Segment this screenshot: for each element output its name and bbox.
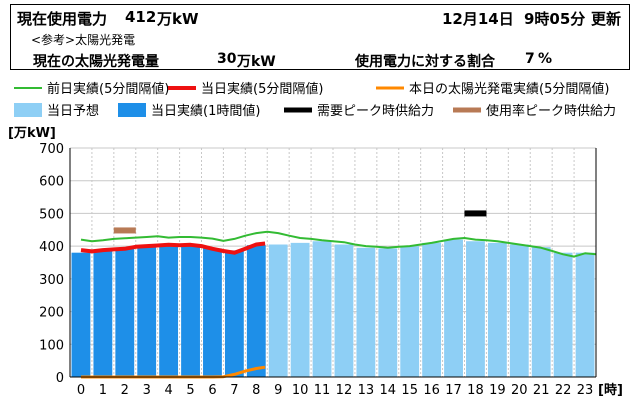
bar	[422, 242, 442, 377]
bar	[246, 245, 266, 377]
x-tick-label: 18	[467, 383, 484, 398]
legend-label: 本日の太陽光発電実績(5分間隔値)	[409, 81, 609, 97]
legend-label: 前日実績(5分間隔値)	[47, 81, 169, 97]
bar	[334, 244, 354, 377]
header-row-solar: 現在の太陽光発電量 30 万kW 使用電力に対する割合 7 %	[10, 48, 630, 70]
current-usage-label: 現在使用電力	[17, 10, 108, 28]
x-tick-label: 22	[555, 383, 572, 398]
y-tick-label: 700	[39, 142, 64, 157]
solar-unit: 万kW	[237, 54, 276, 70]
y-tick-label: 300	[39, 273, 64, 288]
bar	[203, 248, 222, 377]
header-row-reference: <参考>太陽光発電	[10, 28, 630, 48]
bar	[312, 241, 332, 377]
y-tick-label: 500	[39, 207, 64, 222]
x-tick-label: 21	[533, 383, 550, 398]
peak-marker	[464, 210, 487, 217]
bar	[290, 242, 310, 377]
x-tick-label: 23	[577, 383, 594, 398]
plot-area	[70, 148, 596, 377]
y-tick-label: 0	[56, 371, 64, 386]
legend-label: 当日予想	[47, 103, 99, 119]
x-tick-label: 16	[423, 383, 440, 398]
x-tick-label: 10	[292, 383, 309, 398]
x-tick-label: 3	[143, 383, 151, 398]
x-axis-label: [時]	[598, 382, 623, 398]
legend-label: 当日実績(5分間隔値)	[201, 81, 323, 97]
x-tick-label: 19	[489, 383, 506, 398]
x-tick-label: 7	[230, 383, 238, 398]
x-tick-label: 12	[336, 383, 353, 398]
y-tick-label: 600	[39, 175, 64, 190]
legend-label: 需要ピーク時供給力	[317, 104, 434, 119]
bar	[159, 245, 179, 377]
bar	[356, 247, 376, 377]
x-tick-label: 8	[252, 383, 260, 398]
x-tick-label: 9	[274, 383, 282, 398]
bar	[115, 247, 135, 377]
legend-swatch	[118, 103, 146, 117]
header-row-current: 現在使用電力 412 万kW 12月14日 9時05分 更新	[10, 4, 630, 28]
x-tick-label: 2	[121, 383, 129, 398]
ratio-value: 7	[525, 51, 535, 67]
current-usage-unit: 万kW	[157, 10, 199, 28]
bar	[378, 248, 398, 377]
peak-marker	[113, 227, 136, 234]
x-tick-label: 17	[445, 383, 462, 398]
ratio-label: 使用電力に対する割合	[355, 54, 495, 70]
bar	[268, 244, 288, 377]
bar	[487, 242, 507, 377]
y-tick-label: 400	[39, 240, 64, 255]
x-tick-label: 5	[186, 383, 194, 398]
bar	[509, 244, 529, 377]
bar	[466, 241, 485, 377]
current-usage-value: 412	[125, 8, 157, 26]
bar	[444, 239, 463, 377]
bar	[531, 247, 551, 377]
x-tick-label: 1	[99, 383, 107, 398]
y-axis-label: [万kW]	[8, 126, 56, 141]
bar	[575, 252, 595, 377]
bar	[181, 246, 200, 377]
y-tick-label: 200	[39, 306, 64, 321]
update-label: 更新	[591, 10, 622, 28]
x-tick-label: 14	[380, 383, 397, 398]
bar	[71, 252, 91, 377]
x-tick-label: 20	[511, 383, 528, 398]
bar	[553, 252, 573, 377]
reference-label: <参考>太陽光発電	[31, 33, 136, 47]
x-tick-label: 4	[164, 383, 172, 398]
solar-value: 30	[217, 51, 237, 67]
legend-label: 使用率ピーク時供給力	[486, 103, 616, 119]
solar-label: 現在の太陽光発電量	[33, 54, 159, 70]
x-tick-label: 13	[358, 383, 375, 398]
update-time: 9時05分	[524, 10, 586, 28]
series-line	[80, 241, 266, 255]
ratio-unit: %	[538, 51, 553, 67]
x-tick-label: 11	[314, 383, 331, 398]
x-tick-label: 0	[77, 383, 85, 398]
legend-label: 当日実績(1時間値)	[151, 103, 260, 119]
bar	[400, 246, 420, 377]
update-date: 12月14日	[442, 10, 514, 28]
bar	[137, 246, 157, 377]
y-tick-label: 100	[39, 338, 64, 353]
series-line	[80, 230, 597, 258]
bar	[224, 250, 244, 377]
legend-swatch	[14, 103, 42, 117]
x-tick-label: 6	[208, 383, 216, 398]
x-tick-label: 15	[401, 383, 418, 398]
bar	[93, 251, 113, 377]
